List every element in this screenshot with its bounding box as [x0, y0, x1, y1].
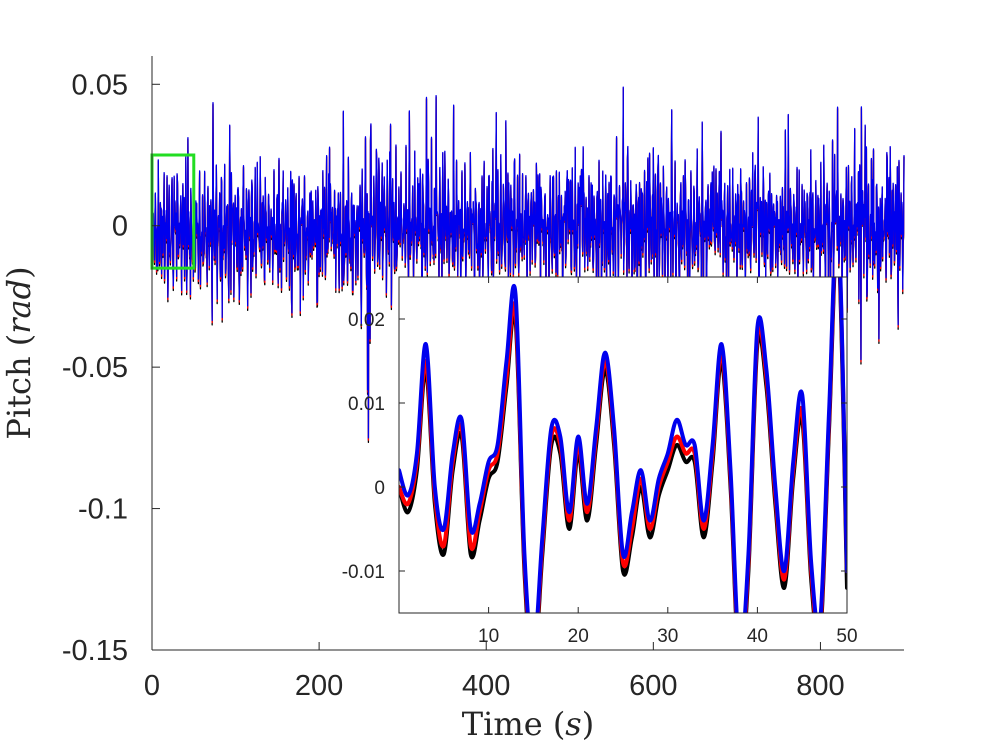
main-series-line — [151, 86, 905, 439]
main-x-tick-label: 800 — [796, 670, 844, 702]
inset-x-tick-label: 30 — [657, 626, 678, 647]
inset-series-line — [399, 277, 847, 613]
inset-y-tick-label: -0.01 — [342, 562, 385, 583]
inset-x-tick-label: 40 — [747, 626, 768, 647]
main-x-tick-label: 400 — [462, 670, 510, 702]
inset-plot-series — [399, 277, 847, 613]
inset-y-tick-label: 0.01 — [348, 394, 385, 415]
inset-y-tick-label: 0.02 — [348, 310, 385, 331]
main-plot-axes — [151, 56, 904, 651]
main-plot-series — [151, 86, 905, 444]
x-axis-title: Time (s) — [462, 705, 594, 743]
inset-frame — [398, 276, 848, 614]
inset-ticks: 10 20 30 40 50 0.02 0.01 0 -0.01 — [342, 277, 858, 647]
main-y-tick-label: -0.15 — [62, 635, 128, 667]
main-y-tick-label: -0.05 — [62, 352, 128, 384]
inset-x-tick-label: 10 — [478, 626, 499, 647]
y-axis-title: Pitch (rad) — [0, 266, 38, 439]
main-y-tick-label: -0.1 — [78, 494, 128, 526]
main-y-tick-label: 0 — [112, 211, 128, 243]
main-x-tick-label: 200 — [295, 670, 343, 702]
main-x-tick-label: 0 — [144, 670, 160, 702]
inset-y-tick-label: 0 — [374, 478, 385, 499]
main-x-tick-label: 600 — [629, 670, 677, 702]
inset-x-tick-label: 50 — [836, 626, 857, 647]
main-y-tick-label: 0.05 — [72, 69, 128, 101]
inset-x-tick-label: 20 — [568, 626, 589, 647]
inset-plot: 10 20 30 40 50 0.02 0.01 0 -0.01 — [342, 276, 858, 647]
